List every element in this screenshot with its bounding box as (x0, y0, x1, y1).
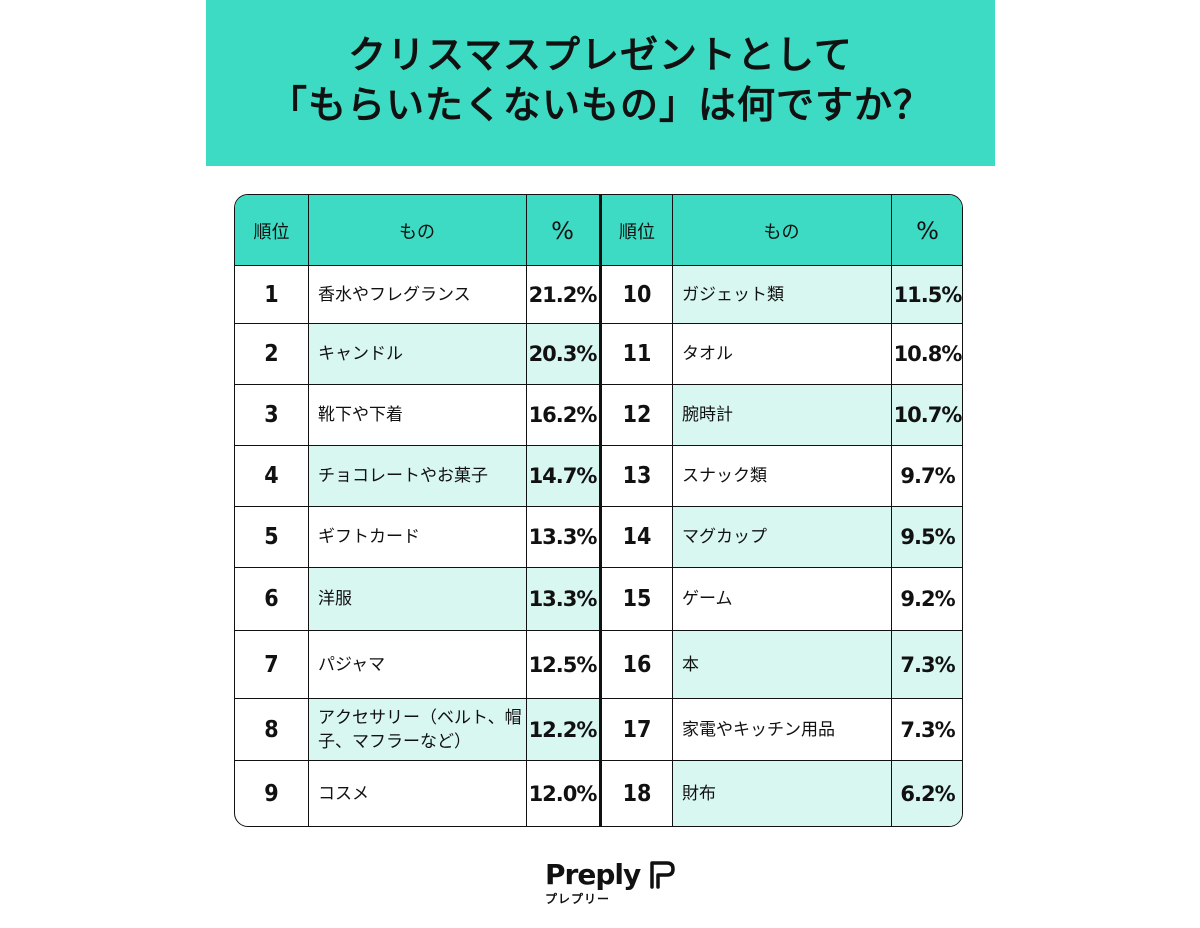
rank-cell: 17 (622, 716, 652, 743)
percent-cell: 10.8% (893, 342, 962, 366)
item-cell: スナック類 (682, 466, 767, 486)
rank-cell: 7 (264, 651, 279, 678)
header-rank-left: 順位 (253, 221, 290, 243)
header-item-left: もの (399, 221, 435, 243)
table-row: 4 チョコレートやお菓子 14.7% 13 スナック類 9.7% (235, 446, 962, 507)
rank-cell: 6 (264, 586, 279, 612)
item-cell: 香水やフレグランス (318, 284, 471, 305)
rank-cell: 4 (264, 463, 279, 489)
column-divider (308, 195, 309, 826)
percent-cell: 10.7% (891, 385, 962, 445)
table-row: 3 靴下や下着 16.2% 12 腕時計 10.7% (235, 385, 962, 446)
preply-mark-icon (650, 861, 675, 889)
column-divider (526, 195, 527, 826)
column-divider (672, 195, 673, 826)
header-pct-right: % (916, 216, 939, 245)
table-row: 9 コスメ 12.0% 18 財布 6.2% (235, 761, 962, 826)
header-item-right: もの (763, 221, 800, 243)
rank-cell: 18 (622, 781, 652, 807)
percent-cell: 12.5% (528, 652, 598, 677)
table-row: 5 ギフトカード 13.3% 14 マグカップ 9.5% (235, 507, 962, 568)
rank-cell: 14 (622, 524, 652, 550)
percent-cell: 11.5% (891, 266, 962, 323)
rank-cell: 9 (264, 781, 279, 807)
table-row: 7 パジャマ 12.5% 16 本 7.3% (235, 631, 962, 699)
table-row: 2 キャンドル 20.3% 11 タオル 10.8% (235, 324, 962, 385)
percent-cell: 20.3% (526, 324, 599, 384)
item-cell: タオル (682, 344, 733, 364)
rank-cell: 16 (622, 651, 652, 678)
rank-cell: 8 (264, 716, 279, 743)
column-divider (891, 195, 892, 826)
percent-cell: 14.7% (526, 446, 599, 506)
center-divider (599, 195, 602, 826)
title-banner: クリスマスプレゼントとして 「もらいたくないもの」は何ですか？ (206, 0, 995, 166)
percent-cell: 6.2% (891, 761, 962, 826)
preply-logo: Preply プレプリー (545, 858, 675, 908)
brand-kana: プレプリー (545, 892, 611, 906)
rank-cell: 13 (622, 463, 652, 489)
ranking-table: 順位 もの % 順位 もの % 1 香水やフレグランス 21.2% 10 ガジェット類 1… (234, 194, 963, 827)
rank-cell: 11 (622, 341, 652, 367)
percent-cell: 13.3% (528, 525, 598, 549)
rank-cell: 10 (622, 281, 652, 308)
rank-cell: 12 (622, 402, 652, 428)
header-pct-left: % (551, 216, 574, 245)
percent-cell: 9.5% (891, 507, 962, 567)
item-cell: ギフトカード (318, 527, 420, 547)
percent-cell: 13.3% (526, 568, 599, 630)
percent-cell: 16.2% (528, 403, 598, 427)
item-cell: 靴下や下着 (318, 405, 403, 425)
percent-cell: 9.2% (900, 587, 955, 611)
header-rank-right: 順位 (619, 221, 655, 243)
rank-cell: 2 (264, 341, 279, 367)
item-cell: ゲーム (682, 589, 733, 609)
item-cell: 家電やキッチン用品 (682, 719, 835, 740)
percent-cell: 7.3% (891, 631, 962, 698)
table-header-row: 順位 もの % 順位 もの % (235, 195, 962, 266)
rank-cell: 1 (264, 281, 279, 308)
item-cell: 腕時計 (672, 385, 891, 445)
item-cell: ガジェット類 (672, 266, 891, 323)
item-cell: キャンドル (308, 324, 526, 384)
item-cell: 財布 (672, 761, 891, 826)
percent-cell: 7.3% (900, 717, 955, 742)
rank-cell: 5 (264, 524, 279, 550)
item-cell: チョコレートやお菓子 (308, 446, 526, 506)
item-cell: パジャマ (318, 654, 386, 675)
rank-cell: 3 (264, 402, 279, 428)
percent-cell: 21.2% (528, 282, 598, 307)
table-row: 6 洋服 13.3% 15 ゲーム 9.2% (235, 568, 962, 631)
item-cell: マグカップ (672, 507, 891, 567)
brand-name: Preply (545, 858, 641, 891)
item-cell: アクセサリー（ベルト、帽子、マフラーなど） (308, 699, 526, 760)
item-cell: 洋服 (308, 568, 526, 630)
rank-cell: 15 (622, 586, 652, 612)
item-cell: 本 (672, 631, 891, 698)
percent-cell: 12.0% (528, 782, 598, 806)
title-line-1: クリスマスプレゼントとして (348, 33, 853, 77)
table-row: 1 香水やフレグランス 21.2% 10 ガジェット類 11.5% (235, 266, 962, 324)
item-cell: コスメ (318, 784, 369, 804)
percent-cell: 12.2% (526, 699, 599, 760)
title-line-2: 「もらいたくないもの」は何ですか？ (268, 83, 932, 127)
percent-cell: 9.7% (900, 464, 955, 488)
table-row: 8 アクセサリー（ベルト、帽子、マフラーなど） 12.2% 17 家電やキッチン用品 7.… (235, 699, 962, 761)
